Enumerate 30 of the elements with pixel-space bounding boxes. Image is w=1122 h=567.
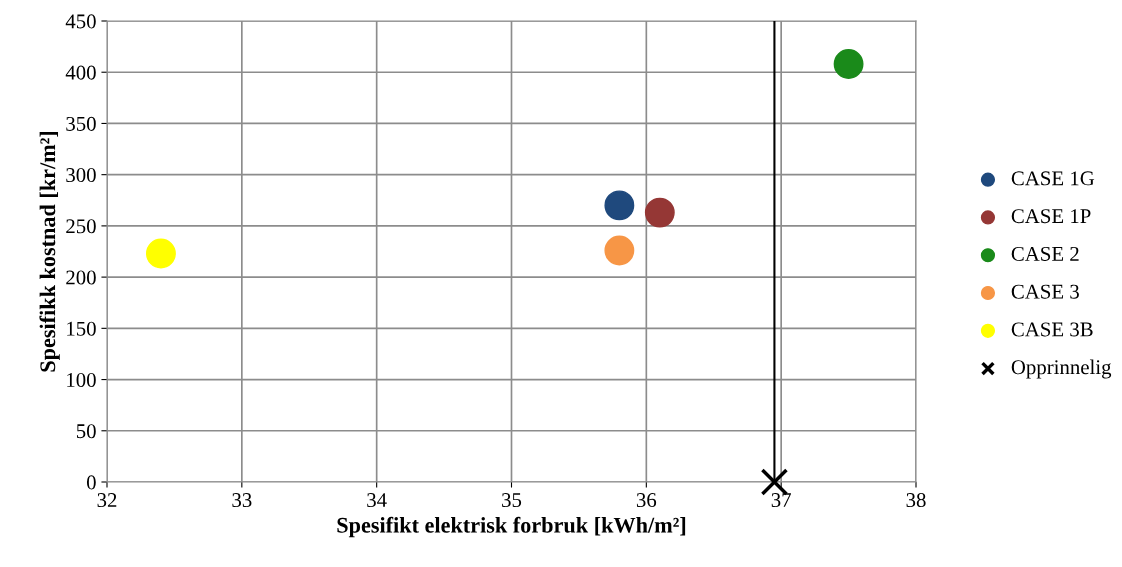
y-tick-label: 100 xyxy=(67,372,96,387)
y-axis-title: Spesifikk kostnad [kr/m²] xyxy=(39,131,60,372)
y-tick-label: 400 xyxy=(65,65,96,80)
x-axis-title: Spesifikt elektrisk forbruk [kWh/m²] xyxy=(337,516,686,538)
x-tick-label: 32 xyxy=(97,493,117,508)
point xyxy=(833,49,864,79)
legend-label: CASE 1G xyxy=(1011,171,1095,186)
y-tick-label: 450 xyxy=(65,14,96,29)
y-tick-label: 350 xyxy=(66,116,96,131)
y-tick-label: 50 xyxy=(76,424,96,439)
y-tick-label: 0 xyxy=(86,475,96,490)
x-tick-label: 36 xyxy=(636,493,657,508)
x-tick-label: 35 xyxy=(502,493,522,508)
legend-label: CASE 3 xyxy=(1011,284,1079,299)
point xyxy=(604,235,635,266)
point xyxy=(146,238,176,269)
x-tick-label: 38 xyxy=(906,493,926,508)
legend-label: CASE 1P xyxy=(1011,209,1091,224)
x-tick-label: 34 xyxy=(367,493,387,508)
y-tick-label: 150 xyxy=(67,321,96,336)
x-tick-label: 33 xyxy=(232,493,252,508)
y-tick-label: 300 xyxy=(66,168,96,183)
legend-label: Opprinnelig xyxy=(1011,359,1112,379)
x-tick-label: 37 xyxy=(771,493,791,508)
point xyxy=(604,190,635,221)
y-tick-label: 250 xyxy=(66,219,96,234)
y-tick-label: 200 xyxy=(66,270,96,285)
legend-label: CASE 2 xyxy=(1011,246,1079,261)
point xyxy=(644,197,675,228)
legend-label: CASE 3B xyxy=(1011,322,1093,337)
